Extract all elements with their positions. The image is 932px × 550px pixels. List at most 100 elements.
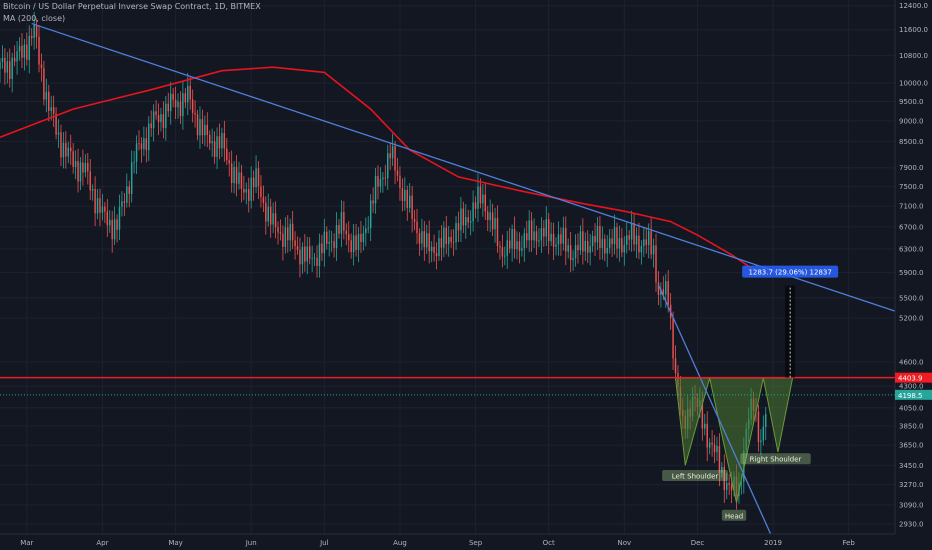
candle-body: [377, 176, 379, 187]
candle-body: [606, 247, 608, 254]
candle-body: [372, 200, 374, 204]
price-axis[interactable]: 12400.0 11600.0 10800.0 10000.0 9500.0 9000.0…: [894, 0, 932, 534]
candle-body: [18, 45, 21, 52]
candle-body: [465, 217, 467, 226]
candle-body: [69, 147, 72, 152]
candle-body: [460, 208, 462, 231]
trendline: [657, 284, 772, 535]
y-tick-label: 7500.0: [899, 183, 924, 191]
candle-body: [50, 107, 52, 111]
candle-body: [165, 103, 167, 129]
candle-body: [586, 240, 589, 253]
candle-body: [601, 238, 604, 249]
candle-body: [191, 99, 194, 113]
candle-body: [174, 99, 177, 108]
y-tick-label: 4600.0: [899, 359, 924, 367]
candle-body: [433, 246, 435, 253]
symbol-title: Bitcoin / US Dollar Perpetual Inverse Sw…: [3, 2, 261, 11]
candle-body: [245, 189, 248, 193]
candle-body: [613, 227, 616, 245]
candle-body: [501, 247, 504, 257]
candle-body: [135, 143, 138, 162]
candle-body: [577, 245, 579, 251]
y-tick-label: 3090.0: [899, 501, 924, 509]
candle-body: [623, 244, 626, 253]
y-tick-label: 8500.0: [899, 138, 924, 146]
x-tick-label: Nov: [617, 539, 631, 547]
candle-body: [530, 220, 533, 241]
measure-label: 1283.7 (29.06%) 12837: [748, 269, 831, 277]
x-tick-label: Dec: [691, 539, 705, 547]
candle-body: [143, 138, 145, 150]
candle-body: [194, 112, 196, 115]
candle-body: [611, 238, 613, 245]
candle-body: [82, 162, 84, 173]
candle-body: [628, 235, 630, 240]
candle-body: [650, 231, 652, 255]
candle-body: [52, 107, 55, 114]
candle-body: [113, 219, 116, 240]
candle-body: [518, 241, 521, 251]
y-tick-label: 6700.0: [899, 223, 924, 231]
candle-body: [211, 141, 213, 144]
head-and-shoulders-pattern: [674, 377, 794, 503]
candle-body: [296, 246, 299, 251]
candle-body: [599, 225, 601, 249]
candle-body: [28, 35, 30, 60]
trendline: [31, 22, 896, 312]
candle-body: [413, 219, 416, 222]
annotation-label: Head: [725, 512, 743, 520]
candle-body: [545, 219, 547, 237]
candle-body: [535, 231, 538, 242]
candle-body: [38, 36, 40, 65]
candle-body: [252, 177, 255, 188]
candle-body: [77, 160, 79, 182]
x-tick-label: Feb: [842, 539, 855, 547]
candle-body: [213, 141, 216, 157]
candle-body: [40, 64, 43, 69]
candle-body: [447, 236, 450, 245]
candle-body: [326, 231, 328, 244]
candle-body: [591, 235, 594, 247]
candle-body: [96, 198, 99, 214]
candle-body: [304, 246, 306, 262]
candle-body: [9, 61, 11, 79]
candle-body: [299, 250, 301, 265]
indicator-legend[interactable]: MA (200, close): [3, 14, 66, 23]
candle-body: [489, 212, 491, 221]
candle-body: [255, 168, 257, 188]
candle-body: [74, 160, 77, 167]
candle-body: [360, 234, 362, 242]
candle-body: [701, 400, 704, 429]
candle-body: [126, 186, 128, 203]
x-tick-label: Oct: [543, 539, 555, 547]
candle-body: [177, 101, 179, 108]
y-tick-label: 10800.0: [899, 52, 928, 60]
candle-body: [443, 227, 445, 248]
candle-body: [1, 57, 4, 63]
candle-body: [106, 211, 109, 226]
price-tag-label: 4198.5: [898, 392, 923, 400]
candle-body: [279, 232, 282, 234]
candle-body: [152, 111, 155, 129]
candle-body: [101, 206, 104, 213]
candle-body: [389, 153, 391, 159]
candle-body: [333, 241, 335, 248]
candle-body: [0, 62, 1, 69]
candle-body: [99, 198, 101, 213]
candle-body: [257, 168, 260, 187]
candle-body: [45, 91, 48, 100]
y-tick-label: 6300.0: [899, 246, 924, 254]
time-axis[interactable]: Mar Apr May Jun Jul Aug Sep Oct Nov Dec 2019 Feb: [0, 533, 895, 547]
candle-body: [91, 189, 94, 191]
x-tick-label: Mar: [20, 539, 33, 547]
candle-body: [667, 281, 669, 305]
candle-body: [223, 133, 226, 149]
candle-body: [594, 235, 596, 243]
candle-body: [406, 189, 408, 208]
measure-label-box: [742, 265, 839, 278]
candle-body: [287, 227, 289, 241]
candle-body: [323, 231, 326, 254]
x-tick-label: Sep: [469, 539, 483, 547]
